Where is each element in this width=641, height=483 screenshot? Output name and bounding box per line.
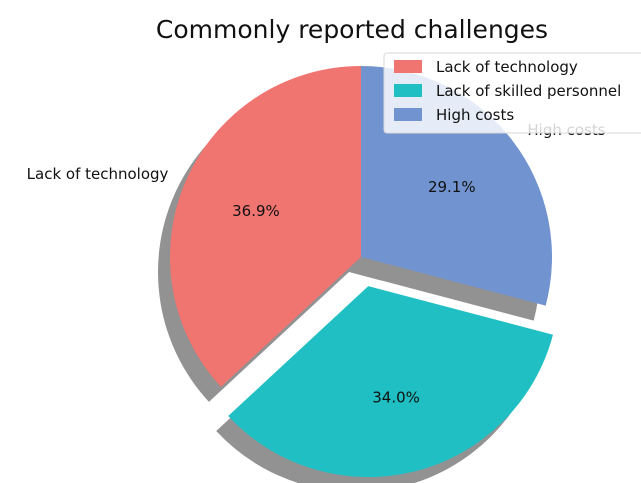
legend-label-lack-of-technology: Lack of technology <box>436 58 578 76</box>
chart-title: Commonly reported challenges <box>156 15 548 44</box>
pie-category-label-lack-of-technology: Lack of technology <box>27 165 169 183</box>
pie-value-label-high-costs: 29.1% <box>428 178 476 196</box>
pie-labels: 36.9% Lack of technology 34.0% Lack of skil… <box>27 121 606 483</box>
legend-label-high-costs: High costs <box>436 106 514 124</box>
pie-category-label-lack-of-skilled-personnel: Lack of skilled personnel <box>419 482 604 483</box>
pie-value-label-lack-of-technology: 36.9% <box>232 202 280 220</box>
legend: Lack of technology Lack of skilled person… <box>383 52 641 134</box>
legend-swatch-high-costs <box>394 108 422 121</box>
pie-slice-lack-of-technology <box>170 66 361 387</box>
pie-slice-lack-of-skilled-personnel <box>228 286 553 478</box>
legend-swatch-lack-of-technology <box>394 60 422 73</box>
legend-frame <box>383 52 641 134</box>
pie-value-label-lack-of-skilled-personnel: 34.0% <box>372 388 420 406</box>
pie-slices <box>170 66 553 478</box>
legend-swatch-lack-of-skilled-personnel <box>394 84 422 97</box>
legend-label-lack-of-skilled-personnel: Lack of skilled personnel <box>436 82 621 100</box>
legend-entries: Lack of technology Lack of skilled person… <box>394 58 621 124</box>
